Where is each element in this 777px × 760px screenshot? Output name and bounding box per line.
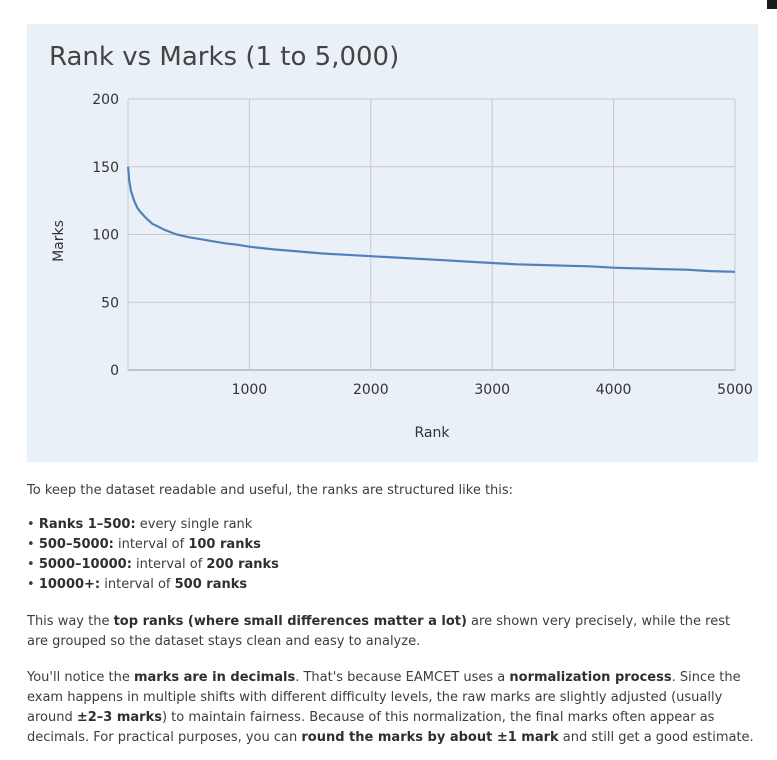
list-item: • Ranks 1–500: every single rank (27, 517, 253, 532)
gridlines (127, 98, 736, 371)
series-line (127, 166, 736, 273)
corner-mark (767, 0, 777, 9)
y-tick-label: 0 (110, 363, 119, 379)
x-tick-label: 2000 (353, 382, 389, 398)
y-tick-label: 200 (92, 92, 119, 108)
y-tick-labels: 0 50 100 150 200 (92, 92, 119, 379)
x-tick-label: 3000 (474, 382, 510, 398)
rank-structure-list: • Ranks 1–500: every single rank • 500–5… (27, 515, 755, 595)
x-tick-label: 4000 (596, 382, 632, 398)
x-tick-label: 1000 (232, 382, 268, 398)
y-tick-label: 100 (92, 228, 119, 244)
chart-svg: 0 50 100 150 200 1000 2000 3000 4000 5000 Rank M… (51, 92, 753, 441)
paragraph-normalization: You'll notice the marks are in decimals.… (27, 670, 754, 745)
y-tick-label: 50 (101, 295, 119, 311)
y-tick-label: 150 (92, 160, 119, 176)
list-item: • 5000–10000: interval of 200 ranks (27, 557, 279, 572)
x-tick-label: 5000 (717, 382, 753, 398)
list-item: • 500–5000: interval of 100 ranks (27, 537, 261, 552)
intro-text: To keep the dataset readable and useful,… (27, 483, 514, 498)
paragraph-top-ranks: This way the top ranks (where small diff… (27, 614, 731, 649)
x-axis-label: Rank (415, 425, 451, 441)
chart-title: Rank vs Marks (1 to 5,000) (49, 42, 400, 72)
list-item: • 10000+: interval of 500 ranks (27, 577, 248, 592)
y-axis-label: Marks (51, 220, 67, 262)
chart-panel: Rank vs Marks (1 to 5,000) 0 50 100 150 200 … (27, 24, 758, 462)
x-tick-labels: 1000 2000 3000 4000 5000 (232, 382, 753, 398)
